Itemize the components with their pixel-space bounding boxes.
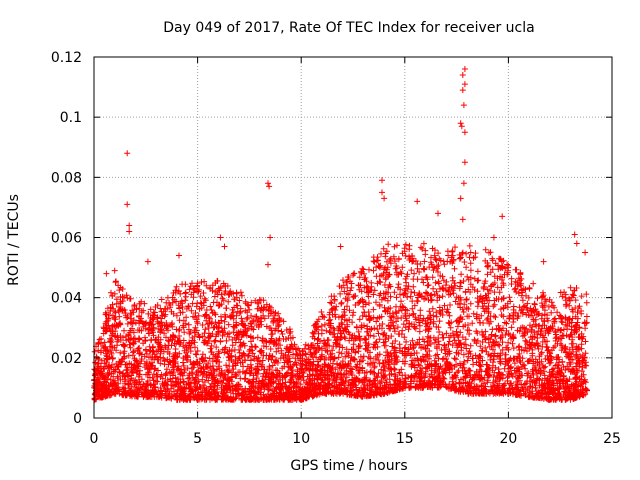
y-tick-label: 0.12 <box>51 50 82 66</box>
y-tick-label: 0.04 <box>51 291 82 307</box>
y-tick-label: 0.08 <box>51 170 82 186</box>
y-tick-label: 0.1 <box>60 110 82 126</box>
data-points <box>91 66 590 403</box>
chart-title: Day 049 of 2017, Rate Of TEC Index for r… <box>163 20 534 36</box>
tick-labels: 0 5 10 15 20 25 0 0.02 0.04 0.06 0.08 0.1 0.12 <box>51 50 621 447</box>
x-tick-label: 25 <box>603 431 621 447</box>
y-tick-label: 0.02 <box>51 351 82 367</box>
axes <box>93 56 613 419</box>
x-tick-label: 15 <box>396 431 414 447</box>
x-tick-label: 5 <box>193 431 202 447</box>
x-tick-label: 0 <box>90 431 99 447</box>
roti-markers <box>91 66 590 403</box>
x-tick-label: 10 <box>292 431 310 447</box>
x-axis-label: GPS time / hours <box>290 458 407 474</box>
y-tick-label: 0.06 <box>51 231 82 247</box>
x-tick-label: 20 <box>499 431 517 447</box>
y-axis-label: ROTI / TECUs <box>6 194 22 286</box>
y-tick-label: 0 <box>73 411 82 427</box>
